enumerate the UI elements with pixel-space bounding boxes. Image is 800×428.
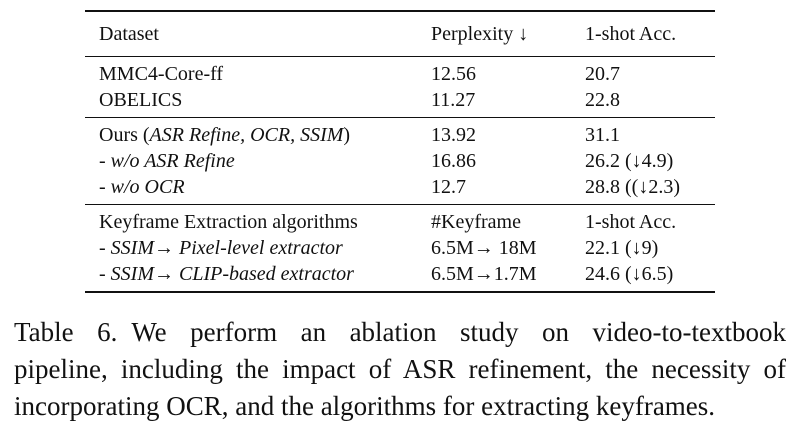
table-row: OBELICS 11.27 22.8: [85, 87, 715, 118]
dataset-name: - w/o ASR Refine: [99, 150, 235, 172]
dataset-name: - w/o OCR: [99, 176, 185, 198]
table-row: - w/o OCR 12.7 28.8 ((↓2.3): [85, 174, 715, 205]
extractor-name: - SSIM→ CLIP-based extractor: [85, 261, 431, 293]
extractor-name: - SSIM→ Pixel-level extractor: [99, 237, 343, 259]
table-row: Ours (ASR Refine, OCR, SSIM) 13.92 31.1: [85, 117, 715, 148]
ours-prefix: Ours (: [99, 124, 150, 146]
table-caption: Table 6. We perform an ablation study on …: [14, 314, 786, 425]
accuracy-value: 20.7: [585, 56, 715, 87]
table-row: MMC4-Core-ff 12.56 20.7: [85, 56, 715, 87]
caption-line: Table 6. We perform an ablation study on …: [14, 314, 786, 351]
table-row: - SSIM→ Pixel-level extractor 6.5M→ 18M …: [85, 235, 715, 261]
caption-label: Table 6.: [14, 317, 118, 347]
accuracy-value: 22.8: [585, 89, 620, 111]
table-row: - w/o ASR Refine 16.86 26.2 (↓4.9): [85, 148, 715, 174]
perplexity-value: 11.27: [431, 89, 476, 111]
table-row: - SSIM→ CLIP-based extractor 6.5M→1.7M 2…: [85, 261, 715, 293]
header-keyframe-algorithms: Keyframe Extraction algorithms: [85, 204, 431, 235]
perplexity-value: 16.86: [431, 150, 476, 172]
accuracy-value: 24.6 (↓6.5): [585, 261, 715, 293]
accuracy-value: 22.1 (↓9): [585, 237, 659, 259]
perplexity-value: 12.56: [431, 56, 585, 87]
header-accuracy: 1-shot Acc.: [585, 10, 715, 57]
accuracy-value: 28.8 ((↓2.3): [585, 176, 680, 198]
accuracy-value: 31.1: [585, 117, 715, 148]
header-dataset: Dataset: [85, 10, 431, 57]
caption-text: We perform an ablation study on video-to…: [131, 317, 787, 347]
perplexity-value: 12.7: [431, 176, 466, 198]
caption-line: pipeline, including the impact of ASR re…: [14, 354, 786, 384]
keyframe-value: 6.5M→1.7M: [431, 261, 585, 293]
dataset-name: OBELICS: [99, 89, 183, 111]
perplexity-value: 13.92: [431, 117, 585, 148]
ours-suffix: ): [343, 124, 351, 146]
accuracy-value: 26.2 (↓4.9): [585, 150, 674, 172]
caption-line: incorporating OCR, and the algorithms fo…: [14, 391, 716, 421]
header-perplexity: Perplexity ↓: [431, 10, 585, 57]
ablation-table-container: Dataset Perplexity ↓ 1-shot Acc. MMC4-Co…: [85, 10, 715, 293]
keyframe-value: 6.5M→ 18M: [431, 237, 537, 259]
dataset-name: MMC4-Core-ff: [85, 56, 431, 87]
header-keyframe-count: #Keyframe: [431, 204, 585, 235]
ablation-table: Dataset Perplexity ↓ 1-shot Acc. MMC4-Co…: [85, 10, 715, 293]
header-accuracy: 1-shot Acc.: [585, 204, 715, 235]
table-header-row: Dataset Perplexity ↓ 1-shot Acc.: [85, 10, 715, 57]
dataset-name: Ours (ASR Refine, OCR, SSIM): [85, 117, 431, 148]
keyframe-header-row: Keyframe Extraction algorithms #Keyframe…: [85, 204, 715, 235]
ours-components: ASR Refine, OCR, SSIM: [149, 124, 344, 146]
